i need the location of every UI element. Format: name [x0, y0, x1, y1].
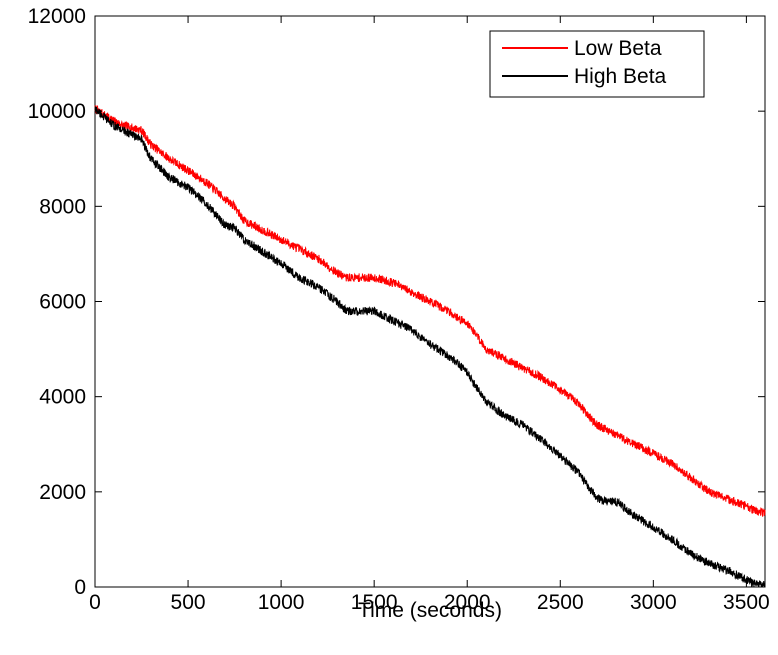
y-tick-label: 8000 — [39, 195, 86, 218]
x-tick-label: 3000 — [630, 591, 677, 614]
x-tick-label: 0 — [89, 591, 101, 614]
x-tick-label: 2500 — [537, 591, 584, 614]
series-high-beta — [94, 106, 766, 588]
x-axis-label: Time (seconds) — [358, 599, 502, 622]
y-tick-label: 4000 — [39, 386, 86, 409]
series-line — [94, 106, 766, 588]
x-tick-label: 500 — [171, 591, 206, 614]
x-tick-label: 1000 — [258, 591, 305, 614]
series-layer — [94, 104, 766, 588]
y-tick-label: 6000 — [39, 291, 86, 314]
legend-label: High Beta — [574, 65, 667, 88]
x-tick-label: 1500 — [351, 591, 398, 614]
y-tick-label: 10000 — [28, 100, 86, 123]
x-tick-label: 3500 — [723, 591, 770, 614]
plot-area: 0 500 1000 1500 2000 2500 3000 3500 0 2000 4000 600… — [28, 5, 770, 614]
series-low-beta — [94, 104, 766, 517]
legend-items: Low Beta High Beta — [502, 37, 667, 88]
y-tick-label: 2000 — [39, 481, 86, 504]
y-tick-label: 0 — [74, 576, 86, 599]
y-tick-label: 12000 — [28, 5, 86, 28]
series-line — [94, 104, 766, 517]
ticks-layer: 0 500 1000 1500 2000 2500 3000 3500 0 2000 4000 600… — [28, 5, 770, 614]
x-tick-label: 2000 — [444, 591, 491, 614]
legend: Low Beta High Beta — [489, 30, 705, 98]
legend-box — [489, 30, 705, 98]
legend-label: Low Beta — [574, 37, 662, 60]
